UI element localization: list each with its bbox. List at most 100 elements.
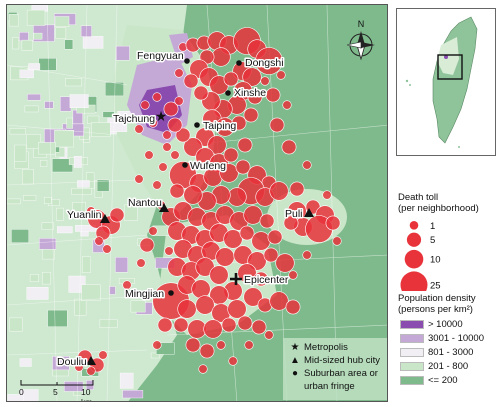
death-toll-point — [251, 231, 271, 251]
legend-metropolis-label: Metropolis — [304, 342, 348, 353]
density-legend-label: 3001 - 10000 — [428, 333, 484, 344]
density-patch — [52, 158, 73, 173]
density-patch — [47, 309, 68, 327]
density-patch — [54, 16, 70, 28]
death-toll-point — [162, 142, 172, 152]
death-toll-point — [302, 250, 312, 260]
density-patch — [65, 77, 82, 87]
density-legend-label: 201 - 800 — [428, 361, 469, 372]
death-legend-label: 25 — [430, 280, 441, 291]
place-label: Mingjian — [125, 288, 164, 300]
death-toll-point — [322, 190, 332, 200]
death-legend-label: 5 — [430, 235, 435, 246]
death-toll-point — [243, 107, 259, 123]
scale-bar-graphic — [20, 380, 94, 386]
density-patch — [29, 274, 40, 282]
legend-metropolis: ★ Metropolis — [289, 342, 348, 353]
scale-bar: 0 5 10 km — [19, 379, 99, 401]
star-icon: ★ — [290, 342, 300, 353]
death-toll-point — [175, 127, 191, 143]
death-toll-point — [282, 100, 292, 110]
death-toll-point — [167, 117, 183, 133]
density-swatch — [400, 348, 424, 357]
death-toll-point — [152, 340, 162, 350]
death-legend-symbol — [404, 249, 424, 269]
death-legend-title-2: (per neighborhood) — [398, 203, 479, 214]
density-patch — [8, 14, 19, 27]
density-patch — [81, 256, 91, 273]
density-swatch — [400, 320, 424, 329]
density-patch — [82, 36, 104, 49]
place-label: Douliu — [57, 356, 87, 368]
death-toll-point — [195, 295, 215, 315]
death-toll-point — [332, 236, 342, 246]
death-toll-point — [239, 225, 255, 241]
density-patch — [19, 32, 29, 42]
density-patch — [60, 96, 72, 112]
main-map: Fengyuan Dongshi Xinshe ★ Tajchung Taiping Wuf… — [6, 4, 388, 402]
death-toll-point — [269, 117, 285, 133]
density-patch — [130, 300, 146, 313]
density-patch — [81, 284, 101, 301]
death-toll-point — [198, 364, 208, 374]
density-legend-title: Population density (persons per km²) — [398, 293, 500, 315]
death-toll-point — [86, 206, 96, 216]
death-toll-point — [269, 181, 289, 201]
density-patch — [12, 37, 20, 50]
hub-city-marker — [159, 203, 169, 212]
suburban-marker — [236, 60, 242, 66]
death-toll-point — [228, 356, 238, 366]
death-toll-point — [164, 246, 174, 256]
death-legend-symbol — [409, 221, 419, 230]
death-toll-point — [157, 317, 173, 333]
death-toll-point — [283, 215, 299, 231]
density-patch — [77, 180, 90, 188]
suburban-marker — [168, 290, 174, 296]
density-patch — [57, 226, 73, 234]
density-patch — [26, 134, 41, 149]
legend-suburban-label-2: urban fringe — [304, 381, 355, 392]
death-toll-point — [276, 70, 286, 80]
death-toll-point — [183, 73, 199, 89]
death-toll-point — [253, 271, 269, 287]
hub-city-marker — [86, 356, 96, 365]
hub-city-marker — [100, 214, 110, 223]
death-toll-point — [223, 229, 243, 249]
inset-canvas — [405, 16, 478, 148]
death-toll-point — [136, 258, 146, 268]
death-toll-points — [74, 27, 342, 376]
scale-label-5: 5 — [53, 387, 58, 397]
death-toll-point — [140, 100, 150, 110]
death-legend-title: Death toll (per neighborhood) — [398, 192, 500, 214]
death-toll-point — [102, 244, 112, 254]
density-patch — [44, 101, 54, 109]
death-toll-point — [285, 299, 301, 315]
density-patch — [119, 372, 134, 389]
death-toll-point — [221, 317, 237, 333]
density-legend-row: <= 200 — [398, 374, 500, 388]
density-patch — [33, 32, 43, 40]
density-patch — [40, 159, 48, 167]
density-patch — [102, 111, 115, 118]
density-patch — [64, 39, 74, 50]
death-toll-point — [288, 270, 298, 280]
death-toll-point — [215, 247, 235, 267]
triangle-icon: ▲ — [290, 355, 300, 366]
density-patch — [71, 188, 92, 195]
legend-suburban-2: urban fringe — [304, 381, 355, 392]
death-toll-point — [203, 319, 223, 339]
density-patch — [28, 63, 41, 71]
death-toll-point — [211, 47, 231, 67]
death-toll-point — [162, 130, 172, 140]
density-legend-rows: > 10000 3001 - 10000 801 - 3000 201 - 800 <=… — [398, 318, 500, 388]
density-patch — [22, 168, 34, 185]
death-legend-title-1: Death toll — [398, 192, 439, 203]
death-toll-point — [193, 85, 209, 101]
density-patch — [72, 202, 86, 218]
place-label: Epicenter — [244, 274, 289, 286]
density-patch — [41, 222, 54, 230]
death-toll-point — [122, 280, 132, 290]
inset-islet — [458, 146, 460, 148]
density-swatch — [400, 376, 424, 385]
density-patch — [11, 229, 29, 243]
